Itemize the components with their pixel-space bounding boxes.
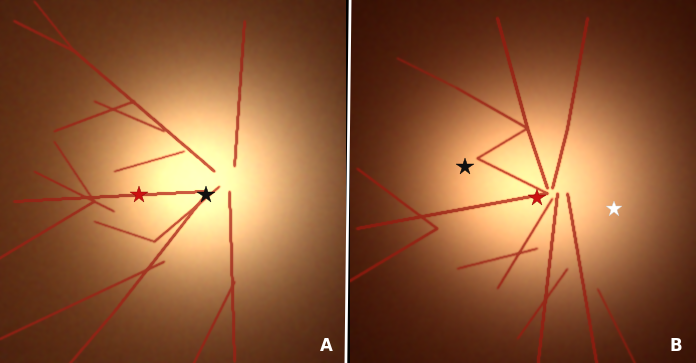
Text: A: A — [319, 337, 333, 355]
Text: B: B — [670, 337, 683, 355]
